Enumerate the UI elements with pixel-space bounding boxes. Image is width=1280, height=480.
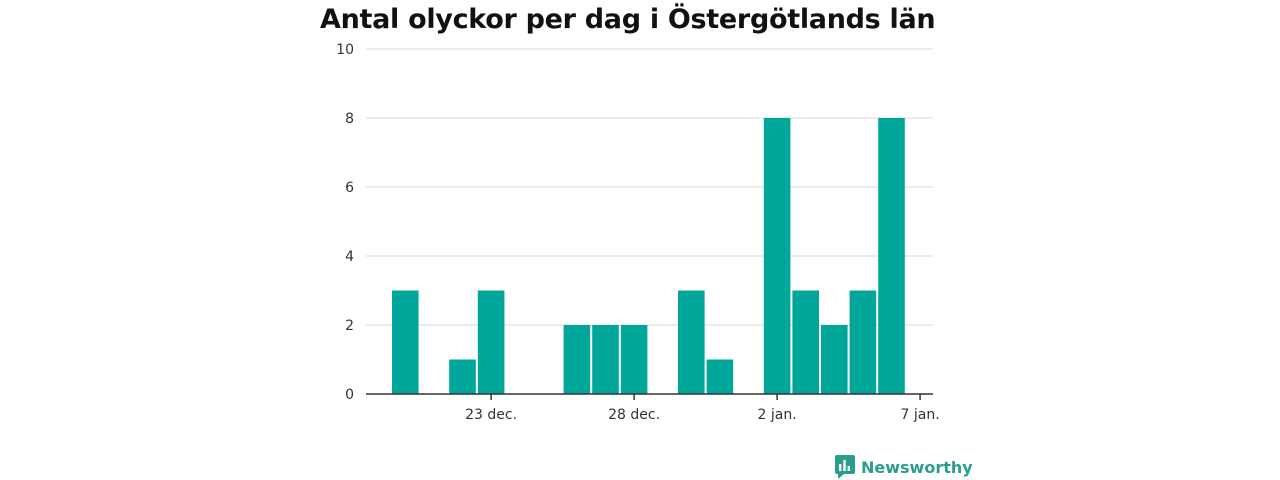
bar <box>592 325 619 394</box>
y-tick-label: 2 <box>345 318 354 334</box>
x-tick-label: 2 jan. <box>758 407 797 423</box>
brand-name: Newsworthy <box>861 457 973 477</box>
newsworthy-logo-icon <box>835 455 855 479</box>
bar <box>792 290 819 394</box>
y-tick-label: 0 <box>345 387 354 403</box>
bar <box>678 290 705 394</box>
x-tick-label: 23 dec. <box>465 407 517 423</box>
bar <box>763 118 791 394</box>
y-tick-label: 8 <box>345 111 354 127</box>
x-tick-label: 7 jan. <box>901 407 940 423</box>
y-axis-ticks: 0 2 4 6 8 10 <box>336 42 354 403</box>
bar <box>878 118 905 394</box>
bar <box>392 290 419 394</box>
bar <box>449 359 476 394</box>
y-tick-label: 4 <box>345 249 354 265</box>
x-axis: 23 dec. 28 dec. 2 jan. 7 jan. <box>366 393 940 423</box>
grid-lines <box>366 48 933 326</box>
chart-title: Antal olyckor per dag i Östergötlands lä… <box>320 4 936 35</box>
bar <box>706 359 734 394</box>
y-tick-label: 6 <box>345 180 354 196</box>
bar <box>821 325 848 394</box>
y-tick-label: 10 <box>336 42 354 58</box>
newsworthy-brand: Newsworthy <box>835 454 973 480</box>
bar <box>849 290 877 394</box>
x-tick-label: 28 dec. <box>608 407 660 423</box>
bar <box>563 325 591 394</box>
bar <box>477 290 505 394</box>
bar <box>620 325 648 394</box>
bars <box>392 118 905 394</box>
